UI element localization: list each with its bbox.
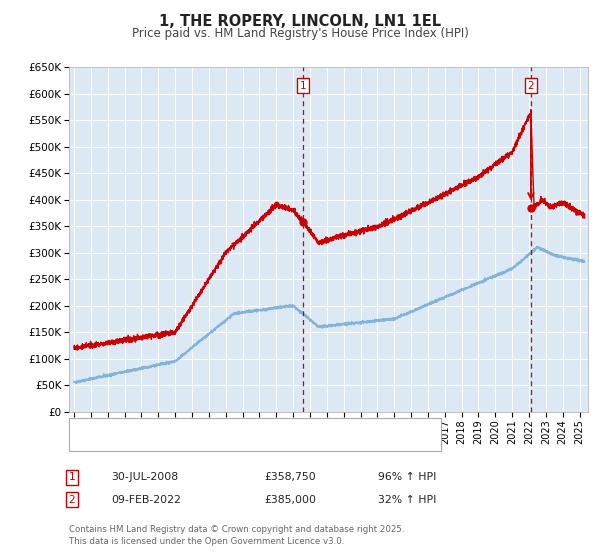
Text: 2: 2 <box>68 494 76 505</box>
Text: HPI: Average price, detached house, Lincoln: HPI: Average price, detached house, Linc… <box>105 437 325 447</box>
Text: 30-JUL-2008: 30-JUL-2008 <box>111 472 178 482</box>
Text: 1, THE ROPERY, LINCOLN, LN1 1EL: 1, THE ROPERY, LINCOLN, LN1 1EL <box>159 14 441 29</box>
Text: 1, THE ROPERY, LINCOLN, LN1 1EL (detached house): 1, THE ROPERY, LINCOLN, LN1 1EL (detache… <box>105 422 367 432</box>
Text: Contains HM Land Registry data © Crown copyright and database right 2025.
This d: Contains HM Land Registry data © Crown c… <box>69 525 404 546</box>
Text: 09-FEB-2022: 09-FEB-2022 <box>111 494 181 505</box>
Text: 96% ↑ HPI: 96% ↑ HPI <box>378 472 436 482</box>
Text: Price paid vs. HM Land Registry's House Price Index (HPI): Price paid vs. HM Land Registry's House … <box>131 27 469 40</box>
Text: 32% ↑ HPI: 32% ↑ HPI <box>378 494 436 505</box>
Text: 1: 1 <box>68 472 76 482</box>
Text: £385,000: £385,000 <box>264 494 316 505</box>
Text: 1: 1 <box>299 81 306 91</box>
Text: £358,750: £358,750 <box>264 472 316 482</box>
Text: 2: 2 <box>527 81 534 91</box>
